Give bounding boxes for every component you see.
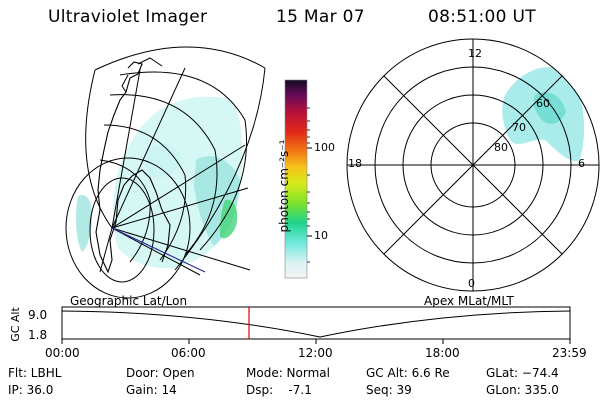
- status-seq: Seq: 39: [366, 383, 412, 397]
- status-filter: Flt: LBHL: [8, 366, 62, 380]
- mlat-label-60: 60: [536, 97, 550, 110]
- mlat-label-80: 80: [494, 141, 508, 154]
- status-door: Door: Open: [126, 366, 195, 380]
- status-glon: GLon: 335.0: [486, 383, 559, 397]
- alt-tick-1-8: 1.8: [28, 328, 48, 342]
- status-ip: IP: 36.0: [8, 383, 54, 397]
- status-mode: Mode: Normal: [246, 366, 330, 380]
- mlt-label-6: 6: [578, 157, 585, 170]
- time-label: 08:51:00 UT: [428, 7, 536, 27]
- status-glat: GLat: −74.4: [486, 366, 559, 380]
- time-tick-0600: 06:00: [171, 346, 206, 360]
- mlt-label-18: 18: [348, 157, 362, 170]
- colorbar-unit-label: photon cm⁻²s⁻¹: [277, 139, 291, 233]
- coastline: [95, 61, 171, 274]
- instrument-title: Ultraviolet Imager: [48, 7, 208, 27]
- mlat-label-70: 70: [512, 121, 526, 134]
- aurora-emission-map: [75, 96, 243, 269]
- time-tick-2359: 23:59: [552, 346, 587, 360]
- mlt-label-0: 0: [468, 277, 475, 290]
- gc-alt-axis-label: GC Alt: [8, 307, 22, 342]
- mlt-label-12: 12: [468, 47, 482, 60]
- time-tick-0000: 00:00: [45, 346, 80, 360]
- time-tick-1200: 12:00: [298, 346, 333, 360]
- polar-caption: Apex MLat/MLT: [424, 294, 514, 308]
- aurora-emission-polar: [502, 66, 585, 161]
- status-dsp: Dsp: -7.1: [246, 383, 312, 397]
- colorbar-tick-100: 100: [314, 141, 335, 154]
- alt-tick-9: 9.0: [28, 308, 48, 322]
- date-label: 15 Mar 07: [276, 7, 365, 27]
- colorbar: [284, 79, 312, 279]
- polar-plot: [346, 38, 600, 292]
- colorbar-tick-10: 10: [314, 229, 328, 242]
- map-caption: Geographic Lat/Lon: [70, 294, 188, 308]
- status-gc-alt: GC Alt: 6.6 Re: [366, 366, 450, 380]
- altitude-strip: [61, 306, 571, 344]
- geographic-map: [65, 46, 266, 299]
- time-tick-1800: 18:00: [425, 346, 460, 360]
- status-gain: Gain: 14: [126, 383, 177, 397]
